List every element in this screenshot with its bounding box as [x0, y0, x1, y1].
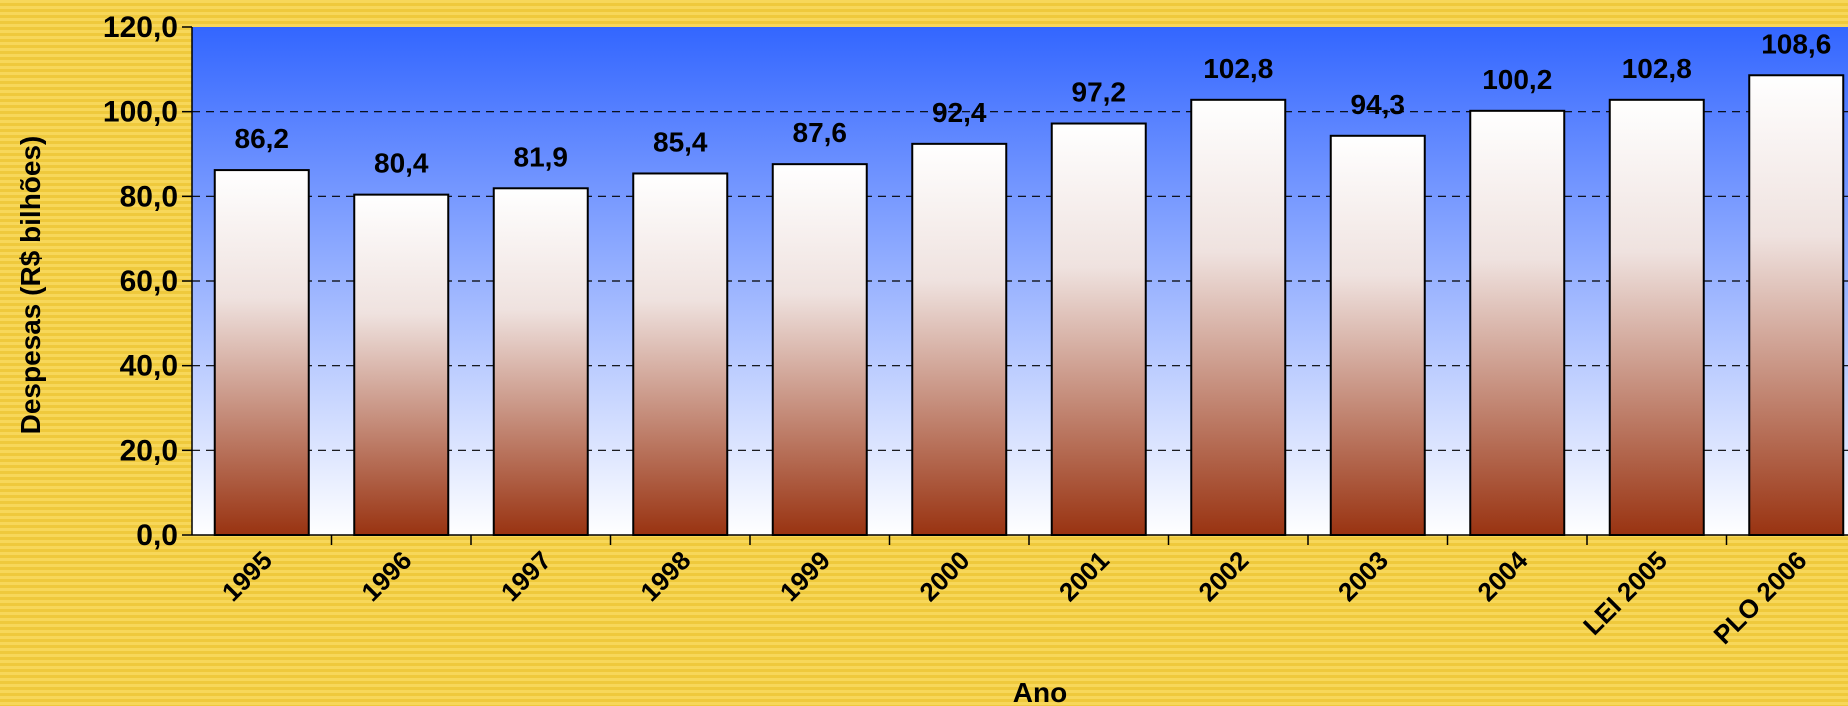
- bar: [1050, 122, 1147, 537]
- bar: [492, 187, 589, 536]
- x-tick-label: 2000: [913, 545, 975, 607]
- x-tick-label: 1999: [774, 545, 836, 607]
- bar-value-label: 102,8: [1622, 53, 1692, 84]
- bar-value-label: 102,8: [1203, 53, 1273, 84]
- bar-value-label: 100,2: [1482, 64, 1552, 95]
- bar-value-label: 86,2: [235, 123, 290, 154]
- x-tick-label: 2004: [1471, 545, 1533, 607]
- bar: [771, 163, 868, 536]
- bar: [1748, 74, 1845, 536]
- y-tick-label: 120,0: [103, 11, 178, 44]
- x-axis-title: Ano: [1013, 677, 1067, 706]
- bar-value-label: 108,6: [1761, 28, 1831, 59]
- bar: [1469, 109, 1566, 536]
- bar: [911, 142, 1008, 536]
- y-tick-label: 100,0: [103, 96, 178, 129]
- bar: [353, 193, 450, 536]
- x-tick-label: 1995: [216, 545, 278, 607]
- x-tick-label: 1997: [495, 545, 557, 607]
- y-tick-label: 40,0: [120, 350, 178, 383]
- x-tick-label: 1998: [634, 545, 696, 607]
- bar-value-label: 94,3: [1351, 89, 1406, 120]
- bar-value-label: 92,4: [932, 97, 987, 128]
- bar-value-label: 97,2: [1072, 77, 1127, 108]
- bar: [1329, 134, 1426, 536]
- bar: [213, 169, 310, 536]
- x-tick-label: PLO 2006: [1707, 545, 1812, 650]
- bar: [1608, 98, 1705, 537]
- bar-value-label: 87,6: [793, 117, 848, 148]
- y-tick-label: 0,0: [136, 519, 178, 552]
- x-tick-label: 2001: [1053, 545, 1115, 607]
- y-tick-label: 20,0: [120, 434, 178, 467]
- y-tick-label: 60,0: [120, 265, 178, 298]
- bar: [632, 172, 729, 536]
- x-tick-label: 1996: [355, 545, 417, 607]
- bar-value-label: 80,4: [374, 148, 429, 179]
- bar-value-label: 81,9: [514, 141, 569, 172]
- y-axis-title: Despesas (R$ bilhões): [15, 136, 46, 435]
- x-tick-label: 2002: [1192, 545, 1254, 607]
- x-tick-label: LEI 2005: [1577, 545, 1673, 641]
- x-tick-label: 2003: [1332, 545, 1394, 607]
- bar: [1190, 98, 1287, 537]
- bar-value-label: 85,4: [653, 126, 708, 157]
- y-tick-label: 80,0: [120, 180, 178, 213]
